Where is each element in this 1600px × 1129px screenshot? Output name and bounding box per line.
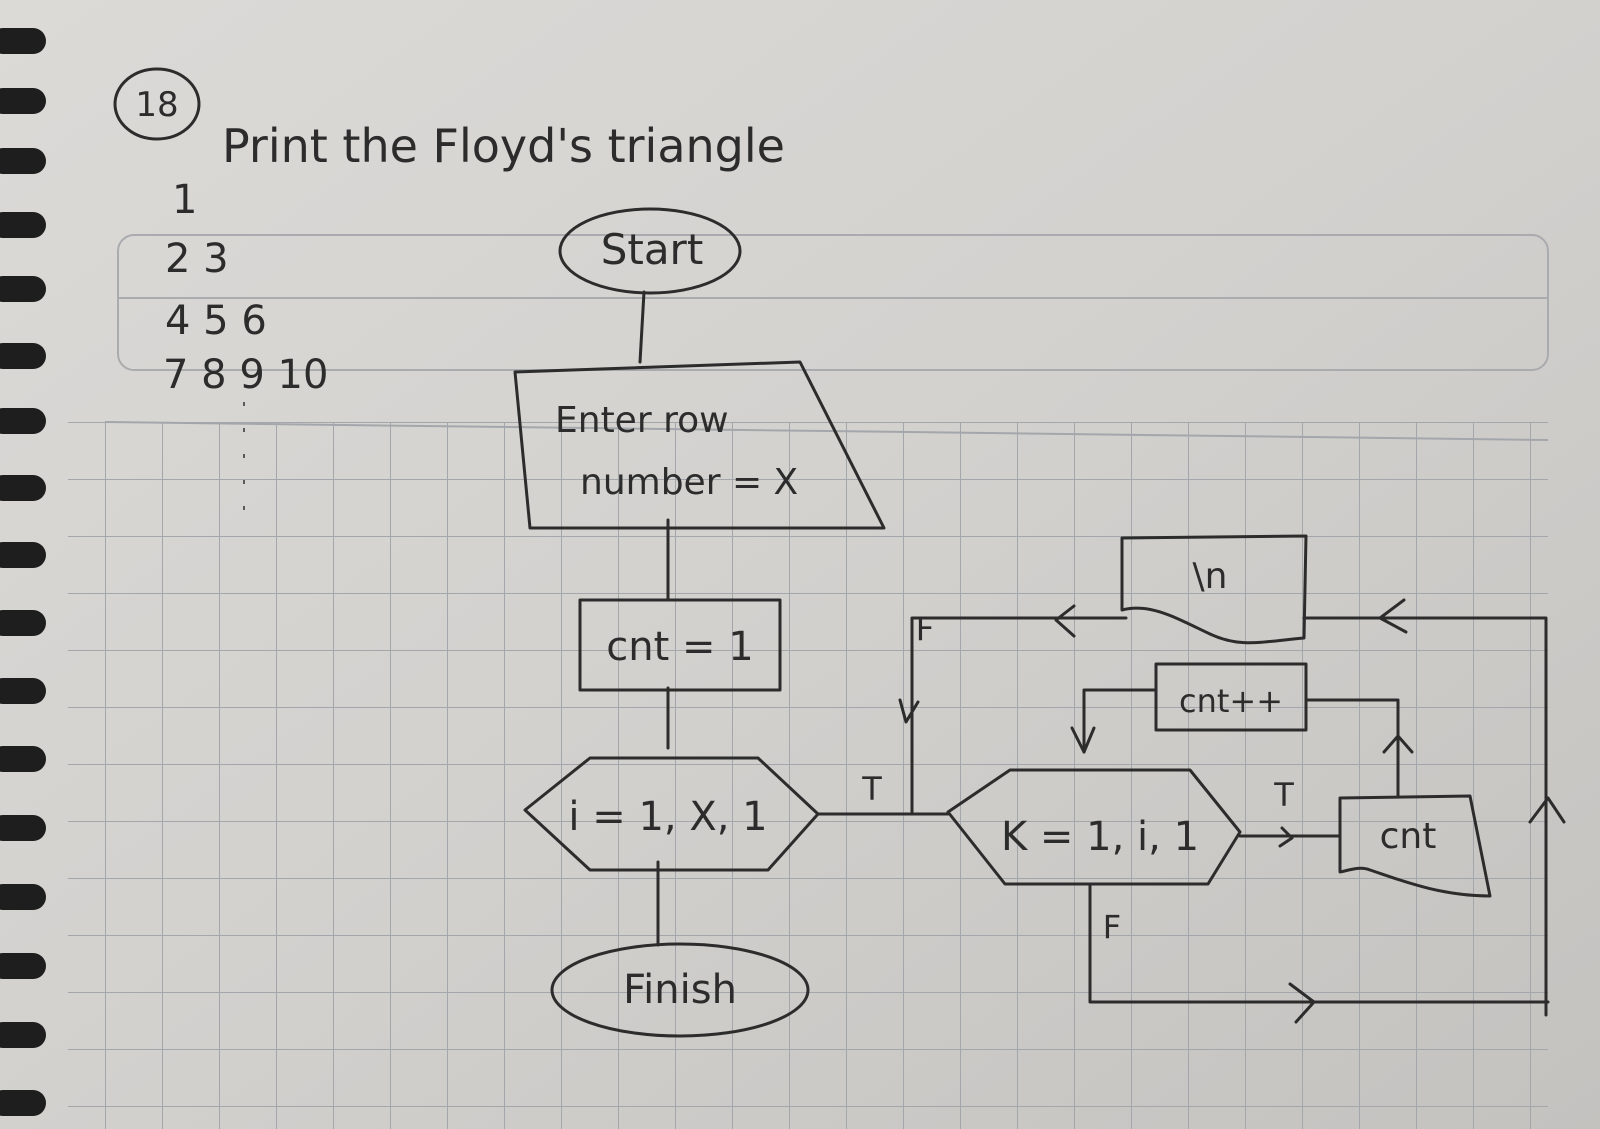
input-parallelogram <box>513 360 886 530</box>
increment-process-box <box>1154 662 1308 732</box>
output-newline-document <box>1120 534 1308 645</box>
start-terminal <box>558 207 742 295</box>
flowchart-connectors <box>638 290 1566 1024</box>
spiral-binding <box>0 28 46 1116</box>
output-cnt-document <box>1338 794 1492 898</box>
inner-loop-hexagon <box>946 768 1242 886</box>
finish-terminal <box>550 942 810 1038</box>
grid-area <box>68 422 1548 1129</box>
outer-loop-hexagon <box>523 756 820 872</box>
ruled-header-box <box>117 234 1549 371</box>
init-process-box <box>578 598 782 692</box>
